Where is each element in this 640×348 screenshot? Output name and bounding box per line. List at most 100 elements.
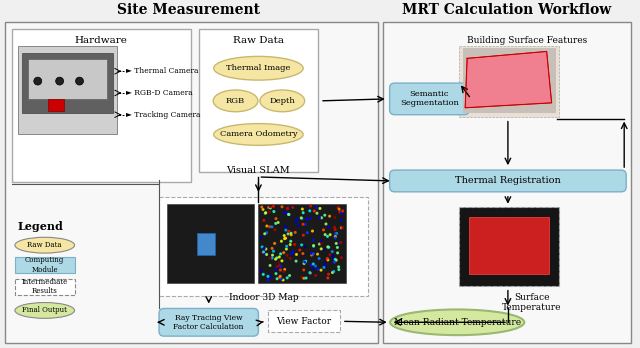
Ellipse shape — [15, 302, 74, 318]
Point — [278, 277, 288, 283]
Point — [324, 245, 334, 250]
Text: Mean Radiant Temperature: Mean Radiant Temperature — [394, 318, 521, 327]
Point — [314, 256, 324, 261]
Point — [297, 206, 307, 212]
Text: RGB: RGB — [226, 97, 245, 105]
Bar — [18, 46, 117, 134]
Point — [320, 263, 330, 268]
Point — [331, 258, 341, 263]
Point — [300, 222, 310, 227]
Point — [292, 216, 302, 222]
Point — [282, 275, 292, 280]
Point — [268, 252, 278, 258]
Text: Raw Data: Raw Data — [28, 241, 62, 249]
Bar — [259, 204, 346, 283]
Bar — [22, 53, 113, 113]
Point — [308, 261, 318, 267]
Bar — [15, 279, 74, 295]
Point — [271, 267, 281, 272]
Point — [301, 216, 312, 222]
Point — [305, 216, 316, 221]
Point — [257, 250, 268, 255]
Point — [323, 275, 333, 281]
Ellipse shape — [390, 309, 524, 335]
Bar — [167, 204, 255, 283]
Point — [274, 260, 284, 266]
Point — [271, 216, 281, 221]
FancyBboxPatch shape — [390, 170, 626, 192]
Point — [308, 243, 319, 248]
Point — [296, 275, 307, 280]
Point — [277, 204, 287, 209]
Point — [283, 231, 293, 237]
Point — [271, 271, 281, 276]
Point — [275, 275, 285, 280]
Point — [334, 206, 344, 212]
Point — [301, 275, 311, 281]
Text: Final Output: Final Output — [22, 307, 67, 315]
Point — [308, 244, 319, 249]
Point — [287, 205, 298, 210]
Point — [281, 227, 291, 233]
Point — [256, 268, 266, 274]
Point — [300, 259, 310, 265]
Point — [289, 242, 300, 247]
Point — [330, 227, 340, 232]
Point — [316, 240, 326, 246]
Point — [266, 274, 276, 279]
Point — [275, 263, 285, 269]
Point — [282, 206, 292, 212]
Point — [330, 256, 340, 262]
Point — [328, 255, 339, 261]
Text: ► Thermal Camera: ► Thermal Camera — [126, 67, 199, 75]
Point — [277, 258, 287, 264]
Point — [286, 232, 296, 238]
Point — [260, 210, 271, 215]
Point — [330, 259, 340, 265]
Point — [301, 259, 311, 264]
Point — [330, 224, 340, 230]
Point — [280, 210, 290, 215]
FancyBboxPatch shape — [159, 308, 259, 336]
Text: Surface
Temperature: Surface Temperature — [502, 293, 561, 312]
Point — [279, 269, 289, 274]
Bar — [199, 29, 318, 172]
Point — [296, 215, 307, 221]
Point — [285, 255, 296, 261]
Bar — [460, 207, 559, 286]
Point — [265, 263, 275, 268]
Point — [323, 244, 333, 250]
Point — [312, 205, 322, 211]
Ellipse shape — [34, 77, 42, 85]
Point — [282, 210, 292, 216]
Point — [290, 230, 300, 235]
Point — [274, 254, 284, 260]
Point — [328, 269, 339, 274]
Bar — [383, 22, 631, 343]
Point — [282, 235, 292, 240]
Point — [264, 224, 275, 229]
Point — [307, 228, 317, 234]
Point — [328, 253, 338, 258]
Point — [267, 246, 277, 251]
Point — [297, 216, 307, 221]
Point — [323, 234, 333, 239]
Text: Legend: Legend — [18, 221, 64, 232]
Text: Camera Odometry: Camera Odometry — [220, 130, 297, 139]
Point — [260, 246, 271, 252]
Point — [335, 209, 345, 215]
Ellipse shape — [214, 124, 303, 145]
Point — [336, 225, 346, 231]
Point — [269, 209, 279, 214]
Text: Raw Data: Raw Data — [233, 35, 284, 45]
Point — [272, 276, 282, 282]
Point — [270, 227, 280, 232]
Point — [310, 263, 321, 269]
Point — [333, 205, 343, 210]
Point — [285, 238, 296, 244]
Point — [291, 219, 301, 225]
Point — [291, 258, 301, 264]
Point — [276, 238, 287, 244]
Bar — [15, 257, 74, 273]
Point — [263, 274, 273, 279]
